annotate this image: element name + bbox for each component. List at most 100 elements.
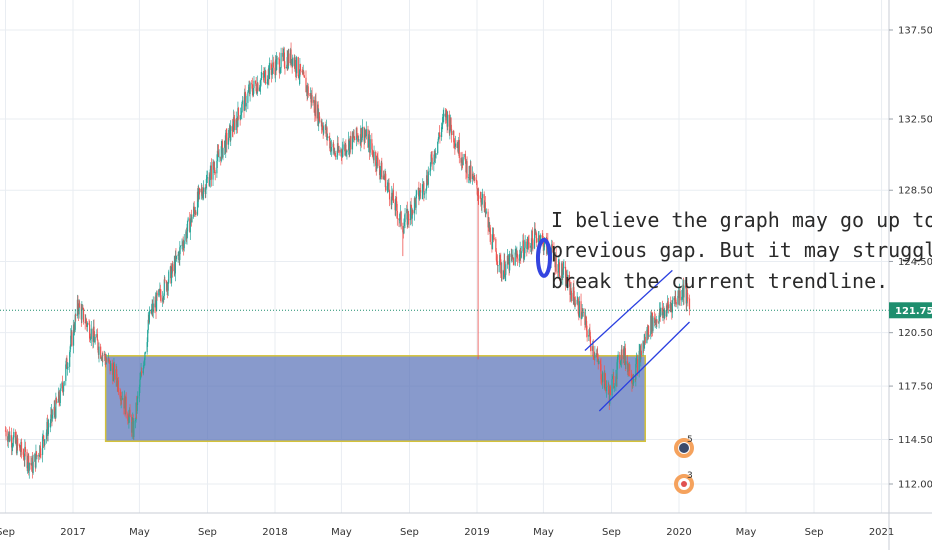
candle-body <box>578 301 580 318</box>
x-tick-label: Sep <box>400 527 419 538</box>
candle-body <box>284 66 286 69</box>
candle-body <box>62 385 65 392</box>
candle-body <box>582 312 584 313</box>
candle-body <box>147 330 149 343</box>
candle-body <box>461 159 463 164</box>
candle-body <box>611 376 614 380</box>
candle-body <box>326 127 328 138</box>
x-tick-label: 2021 <box>869 527 894 538</box>
candle-body <box>388 182 390 191</box>
candle-body <box>375 151 377 166</box>
candle-body <box>562 274 564 278</box>
candle-body <box>286 67 288 69</box>
y-tick-label: 117.500 <box>898 382 932 393</box>
candle-body <box>82 308 85 322</box>
candle-body <box>144 352 146 360</box>
dividend-badge[interactable]: 3 <box>674 471 694 494</box>
candle-body <box>86 323 88 328</box>
circle-marker[interactable] <box>535 237 552 278</box>
candle-body <box>522 240 525 259</box>
candle-body <box>179 247 181 260</box>
candle-body <box>237 108 239 127</box>
candle-body <box>350 136 352 150</box>
x-tick-label: Sep <box>805 527 824 538</box>
candle-body <box>196 191 199 215</box>
candle-body <box>496 260 498 262</box>
channel-lower-line[interactable] <box>598 321 690 412</box>
candle-body <box>195 211 197 215</box>
price-axis[interactable]: 137.500 132.500 128.500 124.500 120.500 117.5… <box>889 26 932 491</box>
event-badges[interactable]: 5 3 <box>674 435 694 494</box>
candle-body <box>298 76 300 79</box>
candle-body <box>74 329 76 331</box>
candle-body <box>82 307 84 309</box>
candle-body <box>574 303 577 305</box>
candle-body <box>143 359 145 363</box>
candle-body <box>643 342 645 348</box>
candle-body <box>172 264 174 272</box>
candle-body <box>464 153 466 161</box>
candle-body <box>357 136 359 141</box>
x-tick-label: 2017 <box>60 527 85 538</box>
candle-body <box>620 361 622 364</box>
channel-upper-line[interactable] <box>584 269 673 351</box>
candle-body <box>670 304 672 307</box>
candle-body <box>391 192 393 205</box>
candle-body <box>17 438 19 445</box>
candle-body <box>481 198 483 206</box>
candles <box>4 42 691 479</box>
candle-body <box>489 227 491 242</box>
candle-body <box>111 363 113 371</box>
candle-body <box>534 228 536 233</box>
candle-body <box>431 157 433 165</box>
candle-body <box>533 228 536 249</box>
candle-body <box>512 257 515 266</box>
candle-body <box>40 454 42 456</box>
candle-body <box>270 62 272 70</box>
candle-body <box>395 198 397 211</box>
candle-body <box>337 143 339 151</box>
x-tick-label: May <box>533 527 554 538</box>
candle-body <box>664 310 666 318</box>
candle-body <box>648 335 650 337</box>
candle-body <box>121 398 123 400</box>
candle-body <box>116 369 118 381</box>
candle-body <box>588 334 590 337</box>
candle-body <box>189 221 191 233</box>
candle-body <box>346 150 348 153</box>
candle-body <box>119 392 121 398</box>
candle-body <box>181 244 183 247</box>
candle-body <box>431 154 433 158</box>
candle-body <box>434 150 436 158</box>
candle-body <box>429 162 432 171</box>
candle-body <box>481 194 484 199</box>
candle-body <box>212 162 215 169</box>
candle-body <box>209 180 211 186</box>
candle-body <box>667 302 669 305</box>
candle-body <box>582 311 584 313</box>
candle-body <box>152 303 154 313</box>
badge-count: 3 <box>687 471 693 481</box>
candle-body <box>279 72 281 73</box>
candle-body <box>164 279 166 282</box>
candle-body <box>49 423 51 427</box>
annotation-text[interactable]: I believe the graph may go up to hit the… <box>551 208 932 293</box>
candle-body <box>441 124 443 128</box>
candle-body <box>371 149 374 151</box>
candle-body <box>90 328 92 339</box>
candle-body <box>186 231 188 239</box>
dot-icon <box>681 481 687 487</box>
candle-body <box>418 187 420 200</box>
time-axis[interactable]: Sep 2017 May Sep 2018 May Sep 2019 May Sep 2020 May… <box>0 527 894 538</box>
candle-body <box>18 444 20 446</box>
gap-zone-rect[interactable] <box>104 355 646 443</box>
candle-body <box>558 262 561 277</box>
earnings-badge[interactable]: 5 <box>674 435 694 458</box>
candle-body <box>279 68 282 73</box>
candle-body <box>398 218 400 220</box>
candle-body <box>260 78 262 81</box>
candle-body <box>35 451 38 457</box>
candle-body <box>442 116 444 118</box>
candle-body <box>387 185 389 187</box>
